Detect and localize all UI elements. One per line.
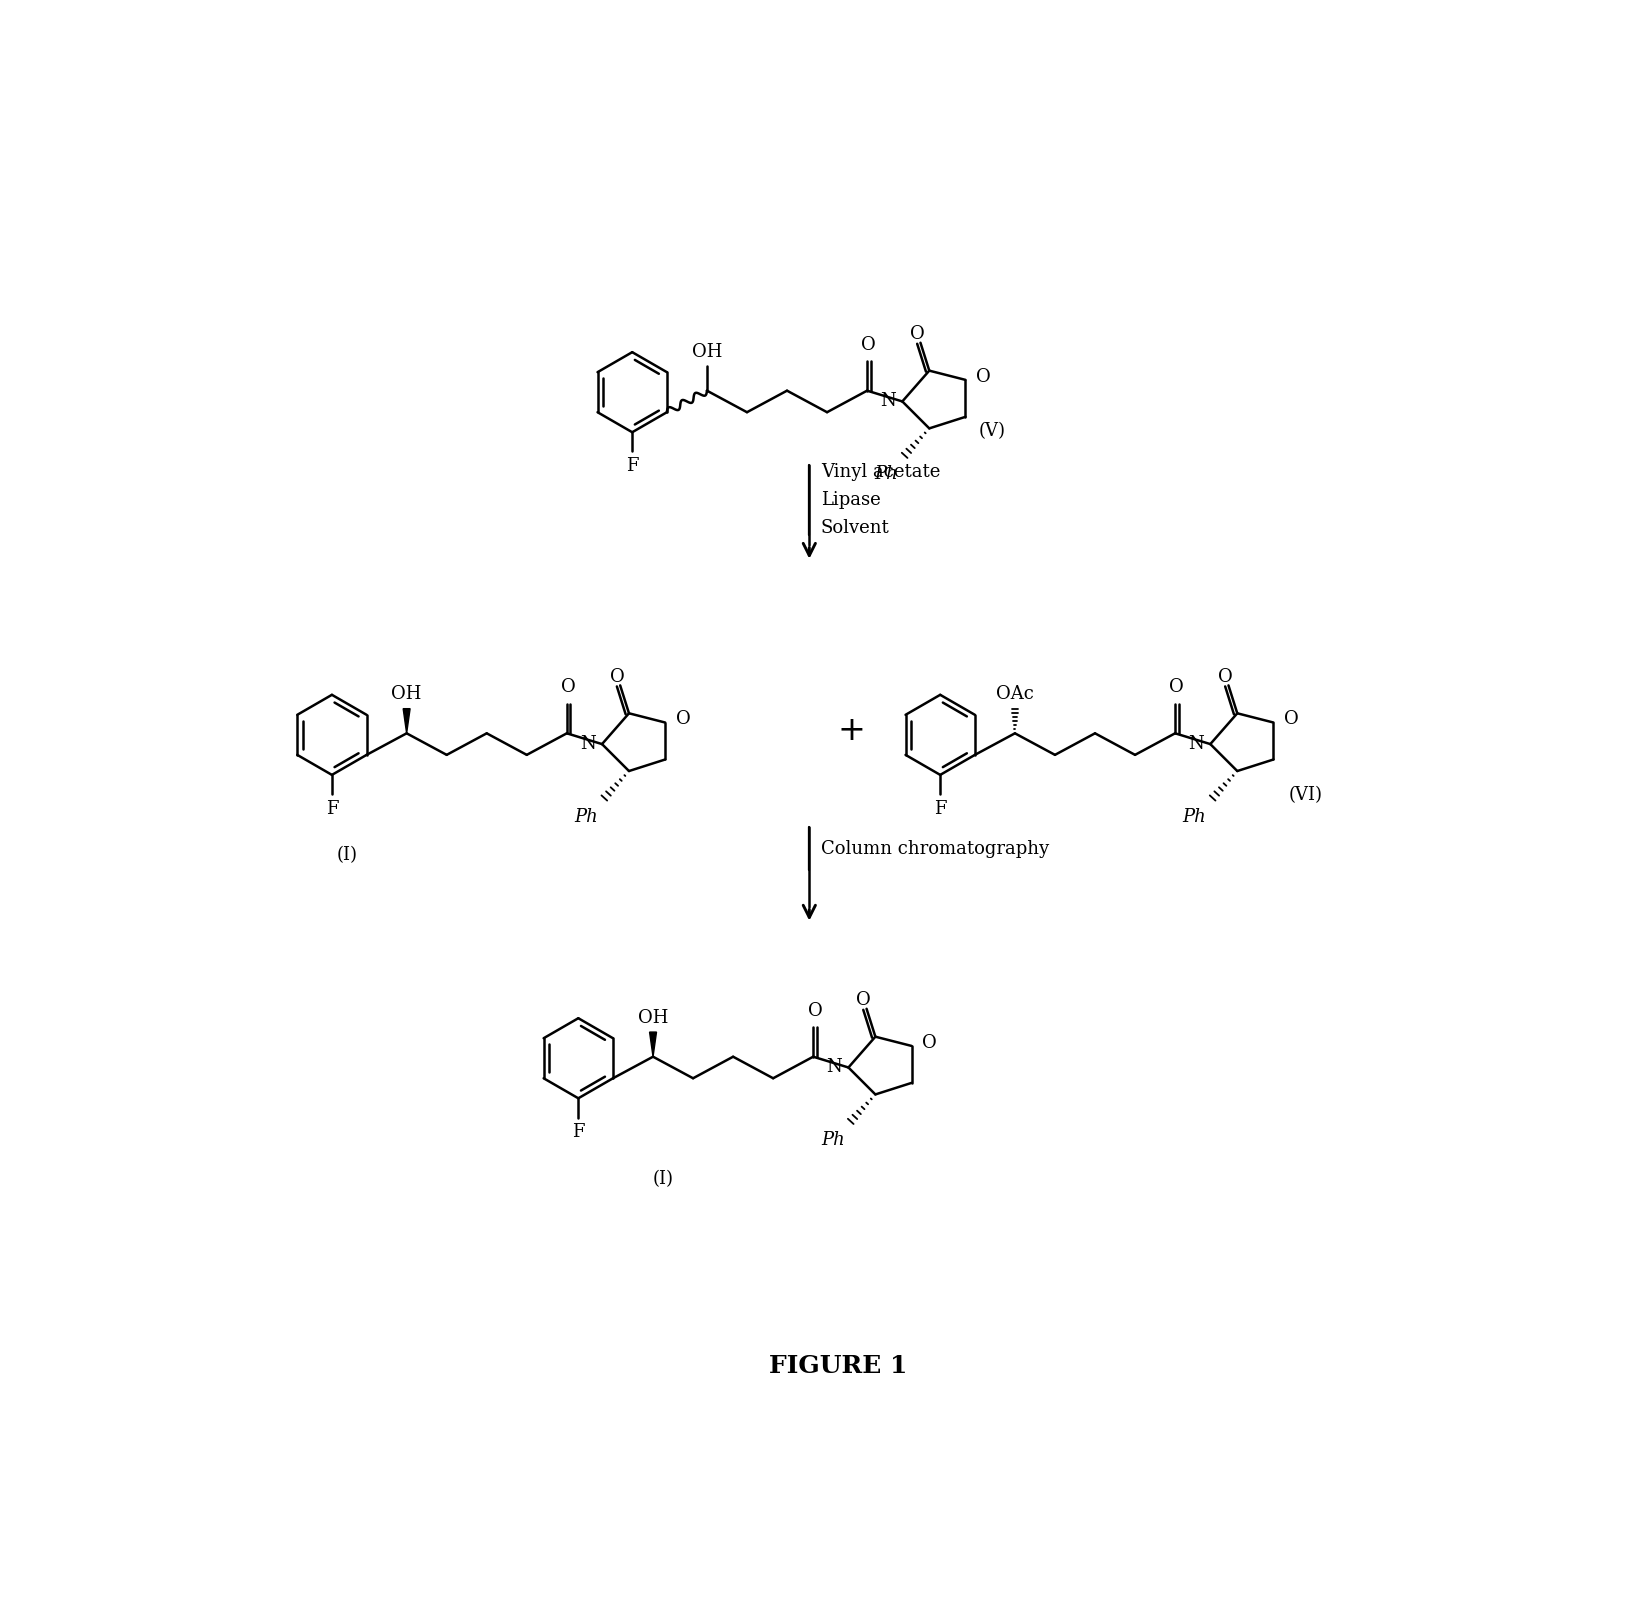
Text: O: O (1169, 678, 1184, 696)
Text: O: O (1285, 710, 1300, 728)
Text: O: O (1218, 667, 1233, 685)
Text: O: O (676, 710, 691, 728)
Text: (I): (I) (337, 846, 359, 864)
Text: O: O (561, 678, 576, 696)
Text: Lipase: Lipase (820, 491, 881, 509)
Text: OAc: OAc (995, 685, 1035, 704)
Text: Ph: Ph (575, 808, 598, 826)
Text: OH: OH (692, 342, 722, 360)
Text: Ph: Ph (1182, 808, 1206, 826)
Text: F: F (625, 458, 638, 475)
Text: O: O (856, 990, 871, 1010)
Text: Column chromatography: Column chromatography (820, 840, 1049, 858)
Text: N: N (827, 1059, 843, 1077)
Text: O: O (611, 667, 625, 685)
Text: N: N (579, 734, 596, 754)
Text: Solvent: Solvent (820, 520, 889, 538)
Text: O: O (976, 368, 990, 386)
Polygon shape (650, 1032, 656, 1056)
Polygon shape (403, 709, 411, 733)
Text: Ph: Ph (820, 1131, 845, 1149)
Text: Vinyl acetate: Vinyl acetate (820, 462, 940, 480)
Text: Ph: Ph (874, 466, 899, 483)
Text: OH: OH (391, 685, 422, 704)
Text: OH: OH (638, 1008, 668, 1027)
Text: FIGURE 1: FIGURE 1 (769, 1354, 909, 1378)
Text: (I): (I) (653, 1170, 673, 1187)
Text: (VI): (VI) (1288, 787, 1323, 805)
Text: N: N (881, 392, 895, 411)
Text: F: F (935, 800, 946, 818)
Text: N: N (1188, 734, 1205, 754)
Text: +: + (838, 715, 866, 747)
Text: O: O (861, 336, 876, 354)
Text: F: F (571, 1123, 584, 1141)
Text: F: F (326, 800, 339, 818)
Text: O: O (922, 1034, 936, 1051)
Text: O: O (910, 325, 925, 342)
Text: (V): (V) (979, 422, 1005, 440)
Text: O: O (807, 1002, 822, 1019)
